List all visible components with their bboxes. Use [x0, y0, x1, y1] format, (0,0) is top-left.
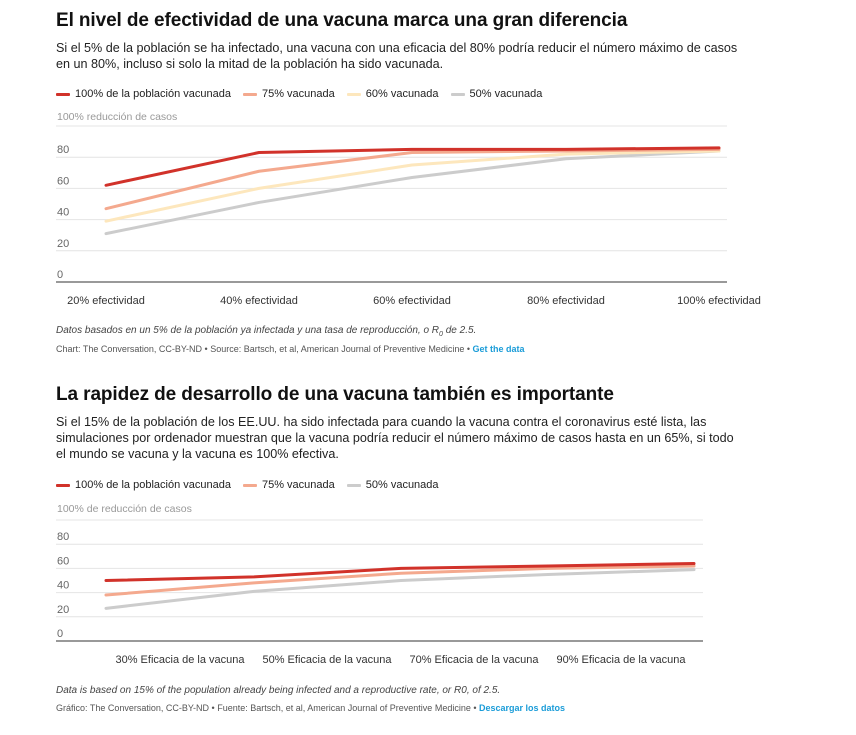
chart-1-source: Chart: The Conversation, CC-BY-ND • Sour…	[56, 344, 525, 354]
chart-2-title: La rapidez de desarrollo de una vacuna t…	[56, 384, 614, 405]
chart-1-note-suffix: de 2.5.	[442, 325, 477, 336]
x-tick-label: 90% Eficacia de la vacuna	[556, 654, 686, 666]
legend-label: 75% vacunada	[261, 479, 335, 491]
legend-item: 60% vacunada	[346, 88, 439, 100]
legend-swatch	[450, 92, 465, 96]
legend-swatch	[242, 483, 257, 487]
x-tick-label: 30% Eficacia de la vacuna	[115, 654, 245, 666]
series-line-1	[104, 146, 721, 187]
series-line-1	[104, 562, 696, 582]
chart-1-legend: 100% de la población vacunada 75% vacuna…	[56, 88, 542, 100]
chart-2-download-data-link[interactable]: Descargar los datos	[479, 703, 566, 713]
legend-label: 50% vacunada	[365, 479, 439, 491]
legend-label: 60% vacunada	[365, 88, 439, 100]
chart-2-subtitle-line-3: el mundo se vacuna y la vacuna es 100% e…	[56, 447, 339, 461]
series-line-3	[104, 149, 721, 223]
x-tick-label: 80% efectividad	[527, 295, 605, 307]
chart-1-source-text: Chart: The Conversation, CC-BY-ND • Sour…	[56, 344, 473, 354]
legend-label: 100% de la población vacunada	[75, 479, 231, 491]
legend-item: 100% de la población vacunada	[56, 479, 231, 491]
series-line-2	[104, 564, 696, 597]
legend-label: 100% de la población vacunada	[75, 88, 231, 100]
legend-label: 75% vacunada	[261, 88, 335, 100]
legend-swatch	[346, 92, 361, 96]
legend-swatch	[242, 92, 257, 96]
chart-2-unit-label: 100% de reducción de casos	[57, 503, 192, 515]
chart-2-block: La rapidez de desarrollo de una vacuna t…	[56, 384, 796, 462]
legend-item: 100% de la población vacunada	[56, 88, 231, 100]
chart-2-source-text: Gráfico: The Conversation, CC-BY-ND • Fu…	[56, 703, 479, 713]
legend-swatch	[346, 483, 361, 487]
y-tick-label: 0	[57, 628, 63, 640]
legend-item: 75% vacunada	[242, 88, 335, 100]
y-tick-label: 60	[57, 555, 69, 567]
chart-1-subtitle-line-1: Si el 5% de la población se ha infectado…	[56, 41, 738, 55]
chart-1-note-subscript: 0	[439, 331, 443, 338]
legend-swatch	[56, 483, 70, 487]
chart-1-unit-label: 100% reducción de casos	[57, 111, 178, 123]
chart-1-note-prefix: Datos basados en un 5% de la población y…	[56, 325, 440, 336]
legend-label: 50% vacunada	[469, 88, 543, 100]
chart-1-block: El nivel de efectividad de una vacuna ma…	[56, 10, 796, 72]
x-tick-label: 50% Eficacia de la vacuna	[262, 654, 392, 666]
y-tick-label: 40	[57, 580, 69, 592]
chart-2-subtitle: Si el 15% de la población de los EE.UU. …	[56, 414, 796, 462]
y-tick-label: 0	[57, 269, 63, 281]
series-line-2	[104, 147, 721, 211]
legend-item: 75% vacunada	[242, 479, 335, 491]
y-tick-label: 60	[57, 175, 69, 187]
chart-1-note: Datos basados en un 5% de la población y…	[56, 325, 476, 338]
chart-1-subtitle-line-2: en un 80%, incluso si solo la mitad de l…	[56, 57, 444, 71]
y-tick-label: 20	[57, 238, 69, 250]
series-line-3	[104, 568, 696, 610]
chart-1-title: El nivel de efectividad de una vacuna ma…	[56, 10, 628, 31]
legend-swatch	[56, 92, 70, 96]
chart-1-subtitle: Si el 5% de la población se ha infectado…	[56, 40, 796, 72]
legend-item: 50% vacunada	[450, 88, 543, 100]
series-line-4	[104, 149, 721, 236]
y-tick-label: 40	[57, 207, 69, 219]
x-tick-label: 20% efectividad	[67, 295, 145, 307]
chart-2-subtitle-line-2: simulaciones por ordenador muestran que …	[56, 431, 734, 445]
legend-item: 50% vacunada	[346, 479, 439, 491]
y-tick-label: 80	[57, 531, 69, 543]
y-tick-label: 80	[57, 144, 69, 156]
x-tick-label: 60% efectividad	[373, 295, 451, 307]
x-tick-label: 100% efectividad	[677, 295, 761, 307]
chart-2-note: Data is based on 15% of the population a…	[56, 685, 501, 696]
chart-2-legend: 100% de la población vacunada 75% vacuna…	[56, 479, 439, 491]
chart-2-subtitle-line-1: Si el 15% de la población de los EE.UU. …	[56, 415, 707, 429]
chart-2-source: Gráfico: The Conversation, CC-BY-ND • Fu…	[56, 703, 565, 713]
chart-1-get-data-link[interactable]: Get the data	[472, 344, 525, 354]
y-tick-label: 20	[57, 604, 69, 616]
x-tick-label: 70% Eficacia de la vacuna	[409, 654, 539, 666]
x-tick-label: 40% efectividad	[220, 295, 298, 307]
